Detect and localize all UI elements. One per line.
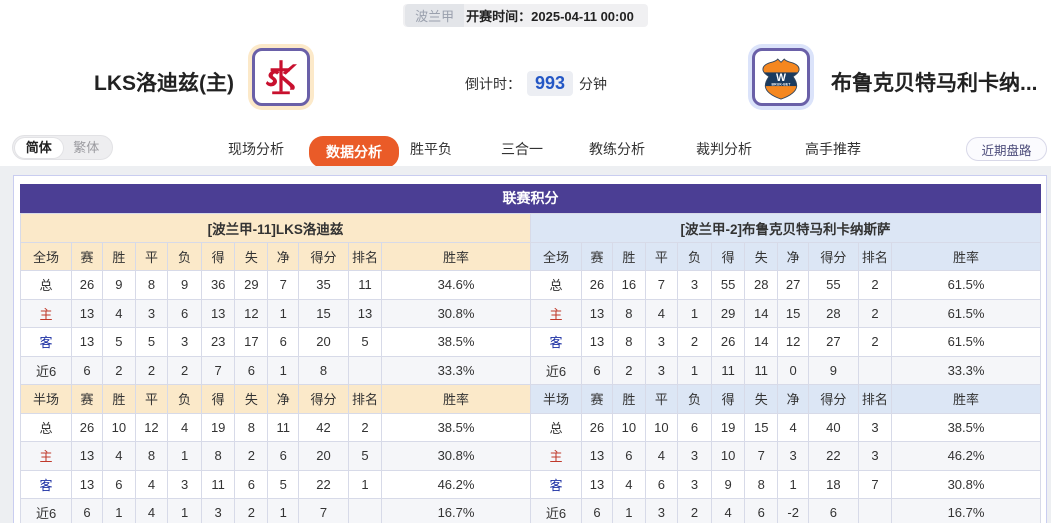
svg-text:BRUK-BET: BRUK-BET xyxy=(771,82,791,86)
